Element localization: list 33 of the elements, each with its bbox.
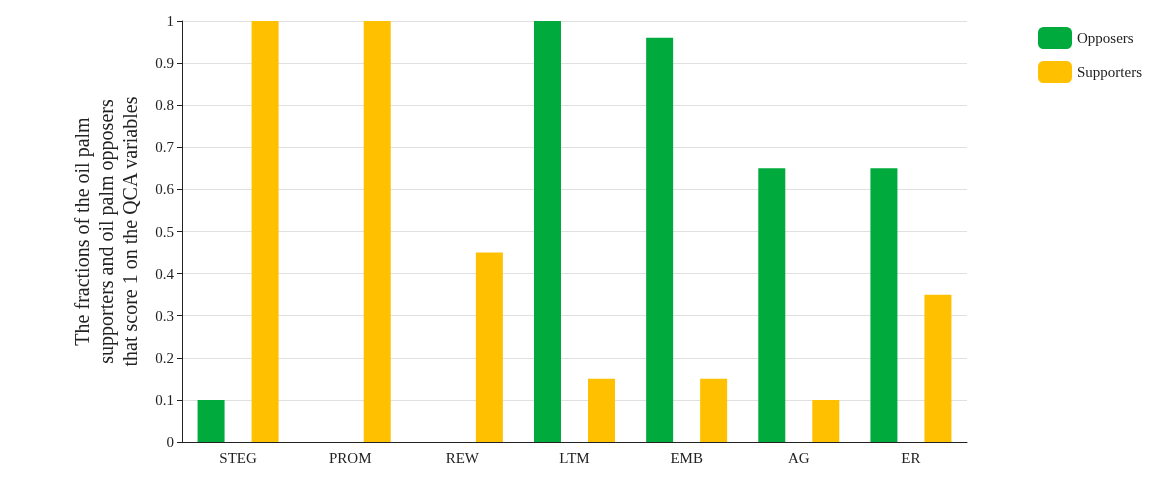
bar <box>363 21 391 442</box>
y-tick-label: 1 <box>166 13 174 29</box>
y-tick-label: 0.8 <box>155 97 174 114</box>
y-tick-label: 0.4 <box>155 265 175 282</box>
x-tick-label: LTM <box>559 449 590 466</box>
legend-label: Supporters <box>1077 64 1143 80</box>
bar <box>475 252 503 442</box>
x-tick-label: EMB <box>670 449 703 466</box>
x-tick-label: REW <box>445 449 480 466</box>
y-tick-label: 0.6 <box>155 181 175 198</box>
bar <box>534 21 561 442</box>
x-tick-label: PROM <box>328 449 372 466</box>
bar <box>588 378 615 442</box>
y-tick-label: 0.2 <box>155 349 174 366</box>
y-tick-label: 0.5 <box>155 223 174 240</box>
y-tick-label: 0.1 <box>155 391 174 408</box>
bar <box>251 21 279 442</box>
bar <box>812 399 840 442</box>
bar <box>700 378 728 442</box>
y-tick-label: 0.3 <box>155 307 174 324</box>
y-tick-label: 0 <box>166 434 174 450</box>
bar <box>924 294 952 442</box>
bar <box>646 37 674 442</box>
x-tick-label: STEG <box>219 449 257 466</box>
bar <box>197 399 225 442</box>
x-tick-label: ER <box>901 449 921 466</box>
x-tick-label: AG <box>787 449 810 466</box>
y-tick-label: 0.7 <box>155 139 175 156</box>
bar <box>870 168 898 442</box>
bar <box>758 168 786 442</box>
y-axis-title: The fractions of the oil palm supporters and oil palm opposers that score 1 on the QCA variables <box>71 96 141 367</box>
legend-label: Opposers <box>1077 30 1134 46</box>
y-tick-label: 0.9 <box>155 55 174 72</box>
